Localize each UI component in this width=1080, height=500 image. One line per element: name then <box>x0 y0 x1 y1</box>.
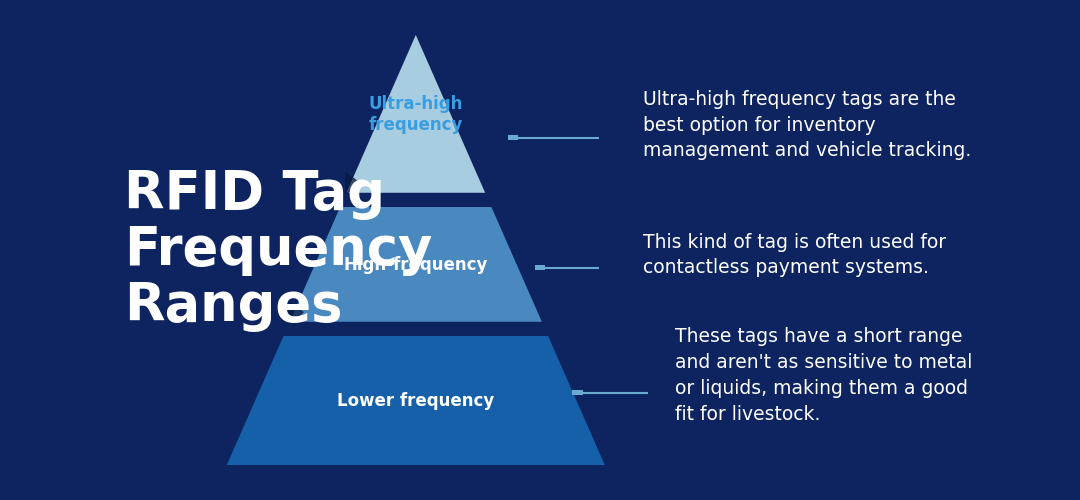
Bar <box>535 265 545 270</box>
Text: Ultra-high
frequency: Ultra-high frequency <box>368 95 463 134</box>
Text: This kind of tag is often used for
contactless payment systems.: This kind of tag is often used for conta… <box>643 232 946 277</box>
Text: These tags have a short range
and aren't as sensitive to metal
or liquids, makin: These tags have a short range and aren't… <box>675 328 972 424</box>
Text: Lower frequency: Lower frequency <box>337 392 495 409</box>
Text: High-frequency: High-frequency <box>343 256 488 274</box>
Polygon shape <box>289 207 542 323</box>
Polygon shape <box>227 336 605 465</box>
Bar <box>572 390 583 395</box>
Bar <box>508 135 518 140</box>
Polygon shape <box>346 172 360 194</box>
Text: Ultra-high frequency tags are the
best option for inventory
management and vehic: Ultra-high frequency tags are the best o… <box>643 90 971 160</box>
Polygon shape <box>289 302 303 323</box>
Polygon shape <box>346 35 486 194</box>
Text: RFID Tag
Frequency
Ranges: RFID Tag Frequency Ranges <box>124 168 433 332</box>
